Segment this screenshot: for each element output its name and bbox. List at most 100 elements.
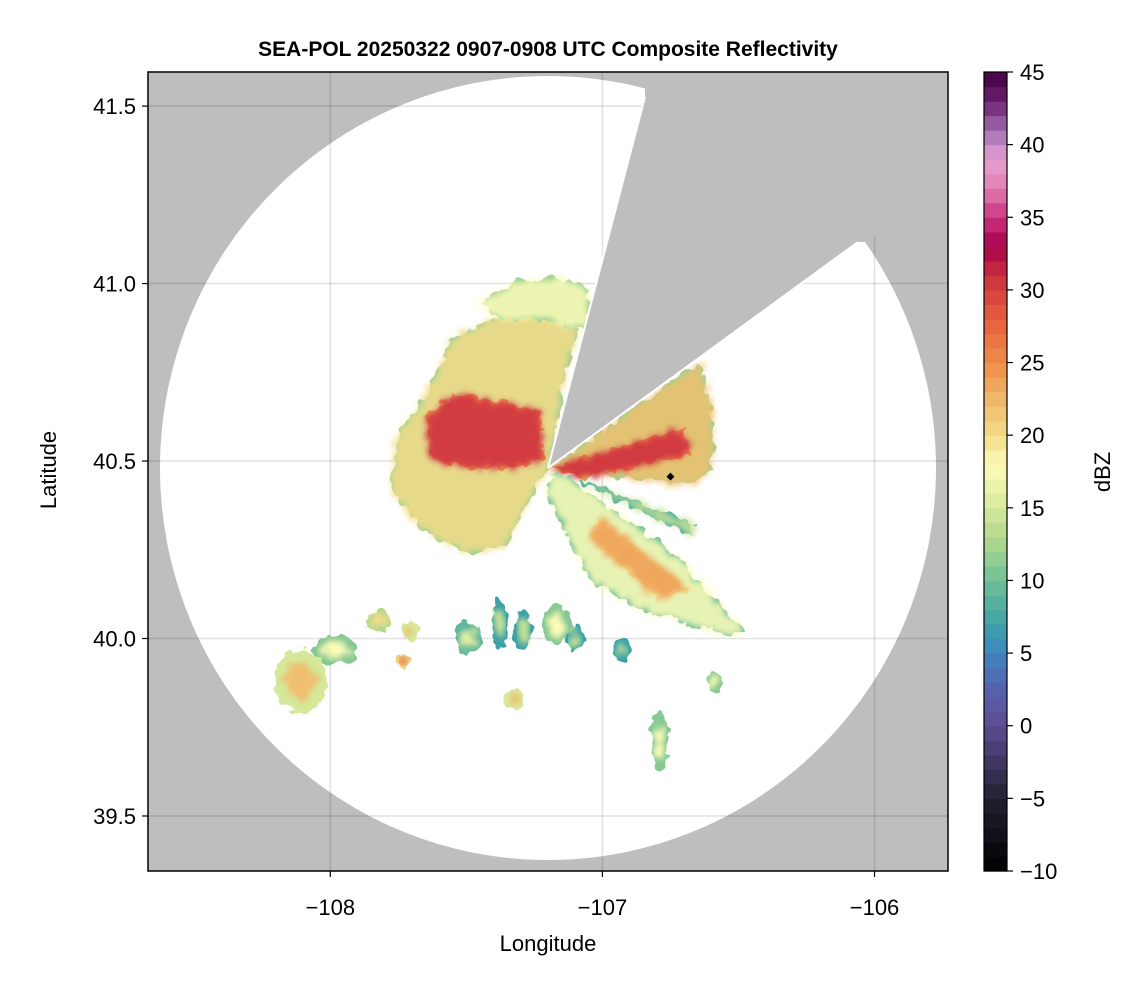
echo-cell-core	[709, 674, 719, 688]
colorbar-segment	[984, 725, 1007, 741]
colorbar-tick-label: 0	[1020, 714, 1032, 739]
colorbar-segment	[984, 144, 1007, 160]
echo-cell	[490, 599, 508, 650]
echo-cell	[567, 624, 584, 653]
echo-region-core	[588, 517, 690, 600]
colorbar-segment	[984, 217, 1007, 233]
colorbar-segment	[984, 130, 1007, 146]
echo-cell-core	[400, 655, 408, 665]
colorbar-segment	[984, 464, 1007, 480]
colorbar-segment	[984, 841, 1007, 858]
colorbar	[984, 72, 1007, 872]
colorbar-segment	[984, 798, 1007, 814]
colorbar-segment	[984, 72, 1007, 88]
colorbar-segment	[984, 696, 1007, 712]
colorbar-frame	[983, 71, 1008, 872]
colorbar-label: dBZ	[1090, 452, 1115, 492]
colorbar-segment	[984, 522, 1007, 538]
colorbar-segment	[984, 449, 1007, 465]
echo-cell-core	[322, 640, 349, 658]
colorbar-segment	[984, 624, 1007, 640]
echo-cell	[613, 638, 630, 660]
reflectivity-field	[273, 72, 948, 774]
colorbar-segment	[984, 594, 1007, 611]
colorbar-tick-label: 35	[1020, 205, 1044, 230]
colorbar-segment	[984, 565, 1007, 582]
colorbar-segment	[984, 420, 1007, 436]
x-tick-label: −108	[306, 895, 356, 920]
plot-frame	[147, 71, 949, 872]
colorbar-segment	[984, 391, 1007, 407]
echo-cell-core	[616, 642, 627, 656]
colorbar-segment	[984, 507, 1007, 523]
colorbar-segment	[984, 812, 1007, 829]
colorbar-tick-label: 40	[1020, 133, 1044, 158]
colorbar-segment	[984, 188, 1007, 204]
chart-title: SEA-POL 20250322 0907-0908 UTC Composite…	[258, 38, 838, 61]
echo-cell	[398, 652, 410, 667]
colorbar-tick-label: 10	[1020, 568, 1044, 593]
colorbar-segment	[984, 783, 1007, 799]
echo-cell	[455, 620, 483, 657]
echo-cell	[515, 610, 532, 653]
echo-region-core	[580, 478, 695, 536]
colorbar-segment	[984, 173, 1007, 189]
y-axis: 39.5 40.0 40.5 41.0 41.5	[93, 94, 148, 829]
echo-region-core	[480, 276, 589, 330]
colorbar-segment	[984, 101, 1007, 117]
echo-cell	[313, 634, 358, 664]
echo-cell-core	[510, 692, 521, 706]
echo-region	[550, 429, 693, 479]
colorbar-tick-label: 25	[1020, 351, 1044, 376]
echo-cell-core	[460, 627, 478, 650]
colorbar-segment	[984, 260, 1007, 276]
echo-cell	[507, 688, 524, 710]
y-axis-label: Latitude	[36, 431, 61, 509]
echo-cell-core	[284, 661, 317, 701]
diamond-marker	[666, 472, 675, 481]
colorbar-segment	[984, 246, 1007, 262]
colorbar-segment	[984, 333, 1007, 349]
x-tick-label: −106	[850, 895, 900, 920]
colorbar-tick-label: 5	[1020, 641, 1032, 666]
echo-cell	[401, 620, 418, 643]
colorbar-tick-label: −10	[1020, 859, 1057, 884]
colorbar-tick-label: 30	[1020, 278, 1044, 303]
colorbar-tick-label: 45	[1020, 60, 1044, 85]
blocked-sector-overlay	[548, 72, 948, 468]
colorbar-segment	[984, 115, 1007, 131]
echo-cell	[273, 649, 328, 714]
colorbar-segment	[984, 478, 1007, 494]
echo-cell	[542, 603, 570, 646]
echo-region-core	[425, 393, 546, 469]
echo-cell-core	[570, 629, 581, 648]
echo-cell	[705, 670, 723, 692]
y-tick-label: 39.5	[93, 804, 136, 829]
sector-edge-line	[547, 96, 646, 469]
colorbar-segment	[984, 711, 1007, 727]
colorbar-segment	[984, 856, 1007, 872]
echo-cell	[365, 610, 393, 632]
echo-region-core	[550, 429, 693, 479]
colorbar-segment	[984, 202, 1007, 218]
colorbar-tick-label: 20	[1020, 423, 1044, 448]
echo-cell	[651, 709, 668, 774]
colorbar-segment	[984, 377, 1007, 393]
y-tick-label: 40.0	[93, 627, 136, 652]
echo-cell-core	[371, 614, 388, 628]
colorbar-segment	[984, 638, 1007, 654]
echo-region	[588, 517, 690, 600]
colorbar-segment	[984, 551, 1007, 567]
x-axis-label: Longitude	[500, 931, 597, 956]
colorbar-tick-label: −5	[1020, 786, 1045, 811]
colorbar-segment	[984, 304, 1007, 320]
echo-cell-core	[654, 722, 665, 761]
echo-region	[480, 276, 589, 330]
colorbar-segment	[984, 362, 1007, 378]
x-axis: −108 −107 −106	[306, 871, 900, 920]
colorbar-segment	[984, 406, 1007, 422]
y-tick-label: 41.5	[93, 94, 136, 119]
colorbar-segment	[984, 580, 1007, 596]
colorbar-segment	[984, 536, 1007, 552]
